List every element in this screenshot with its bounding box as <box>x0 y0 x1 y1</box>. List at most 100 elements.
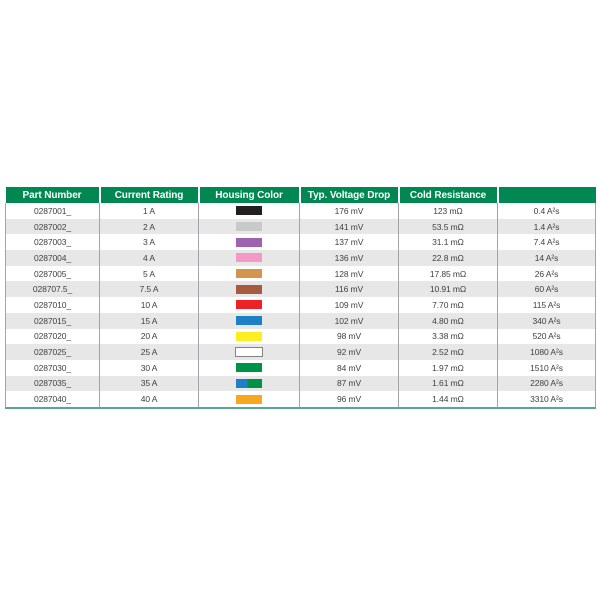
part-number-cell: 0287025_ <box>5 344 100 360</box>
cold-resistance-cell: 10.91 mΩ <box>398 281 498 298</box>
cold-resistance-cell: 7.70 mΩ <box>398 297 498 313</box>
housing-color-swatch <box>236 394 262 404</box>
column-header-i2t: I²t <box>496 187 596 203</box>
i2t-cell: 0.4 A²s <box>497 203 596 219</box>
i2t-cell: 7.4 A²s <box>497 234 596 251</box>
current-rating-cell: 3 A <box>99 234 199 251</box>
current-rating-cell: 40 A <box>99 391 199 409</box>
table-row: 028707.5_ 7.5 A 116 mV 10.91 mΩ 60 A²s <box>5 281 596 298</box>
housing-color-swatch <box>236 378 262 388</box>
cold-resistance-cell: 3.38 mΩ <box>398 328 498 345</box>
voltage-drop-cell: 141 mV <box>299 218 399 235</box>
fuse-spec-table-container: Part Number Current Rating Housing Color… <box>5 187 596 409</box>
voltage-drop-cell: 98 mV <box>299 328 399 345</box>
table-header: Part Number Current Rating Housing Color… <box>5 187 596 203</box>
cold-resistance-cell: 4.80 mΩ <box>398 312 498 329</box>
cold-resistance-cell: 53.5 mΩ <box>398 218 498 235</box>
column-header-part-number: Part Number <box>5 187 100 203</box>
voltage-drop-cell: 102 mV <box>299 312 399 329</box>
table-row: 0287003_ 3 A 137 mV 31.1 mΩ 7.4 A²s <box>5 234 596 251</box>
i2t-cell: 115 A²s <box>497 297 596 313</box>
housing-color-swatch <box>236 284 262 294</box>
column-header-current-rating: Current Rating <box>98 187 199 203</box>
i2t-cell: 3310 A²s <box>497 391 596 409</box>
housing-color-swatch <box>236 300 262 310</box>
table-row: 0287010_ 10 A 109 mV 7.70 mΩ 115 A²s <box>5 297 596 313</box>
current-rating-cell: 15 A <box>99 312 199 329</box>
cold-resistance-cell: 1.44 mΩ <box>398 391 498 409</box>
housing-color-cell <box>198 344 300 360</box>
housing-color-swatch <box>236 222 262 232</box>
part-number-cell: 0287035_ <box>5 375 100 392</box>
housing-color-cell <box>198 250 300 266</box>
part-number-cell: 0287010_ <box>5 297 100 313</box>
housing-color-cell <box>198 203 300 219</box>
voltage-drop-cell: 137 mV <box>299 234 399 251</box>
cold-resistance-cell: 1.61 mΩ <box>398 375 498 392</box>
i2t-cell: 340 A²s <box>497 312 596 329</box>
housing-color-swatch <box>236 269 262 279</box>
current-rating-cell: 20 A <box>99 328 199 345</box>
current-rating-cell: 4 A <box>99 250 199 266</box>
current-rating-cell: 2 A <box>99 218 199 235</box>
current-rating-cell: 7.5 A <box>99 281 199 298</box>
i2t-cell: 1080 A²s <box>497 344 596 360</box>
voltage-drop-cell: 84 mV <box>299 359 399 376</box>
housing-color-cell <box>198 359 300 376</box>
fuse-spec-table: Part Number Current Rating Housing Color… <box>5 187 596 409</box>
voltage-drop-cell: 96 mV <box>299 391 399 409</box>
part-number-cell: 0287030_ <box>5 359 100 376</box>
cold-resistance-cell: 1.97 mΩ <box>398 359 498 376</box>
i2t-cell: 1510 A²s <box>497 359 596 376</box>
i2t-cell: 2280 A²s <box>497 375 596 392</box>
i2t-cell: 60 A²s <box>497 281 596 298</box>
table-row: 0287002_ 2 A 141 mV 53.5 mΩ 1.4 A²s <box>5 218 596 235</box>
cold-resistance-cell: 2.52 mΩ <box>398 344 498 360</box>
part-number-cell: 0287002_ <box>5 218 100 235</box>
table-row: 0287004_ 4 A 136 mV 22.8 mΩ 14 A²s <box>5 250 596 266</box>
table-row: 0287030_ 30 A 84 mV 1.97 mΩ 1510 A²s <box>5 359 596 376</box>
table-row: 0287025_ 25 A 92 mV 2.52 mΩ 1080 A²s <box>5 344 596 360</box>
table-row: 0287001_ 1 A 176 mV 123 mΩ 0.4 A²s <box>5 203 596 219</box>
part-number-cell: 0287015_ <box>5 312 100 329</box>
housing-color-cell <box>198 218 300 235</box>
housing-color-cell <box>198 265 300 282</box>
table-row: 0287035_ 35 A 87 mV 1.61 mΩ 2280 A²s <box>5 375 596 392</box>
part-number-cell: 0287003_ <box>5 234 100 251</box>
housing-color-swatch <box>236 206 262 216</box>
housing-color-swatch <box>236 237 262 247</box>
current-rating-cell: 1 A <box>99 203 199 219</box>
i2t-header-label: I²t <box>500 187 596 193</box>
voltage-drop-cell: 109 mV <box>299 297 399 313</box>
housing-color-swatch <box>236 363 262 373</box>
table-row: 0287005_ 5 A 128 mV 17.85 mΩ 26 A²s <box>5 265 596 282</box>
part-number-cell: 0287004_ <box>5 250 100 266</box>
housing-color-swatch <box>235 347 263 358</box>
table-row: 0287020_ 20 A 98 mV 3.38 mΩ 520 A²s <box>5 328 596 345</box>
housing-color-cell <box>198 297 300 313</box>
housing-color-cell <box>198 391 300 409</box>
housing-color-swatch <box>236 316 262 326</box>
voltage-drop-cell: 116 mV <box>299 281 399 298</box>
voltage-drop-cell: 128 mV <box>299 265 399 282</box>
i2t-cell: 14 A²s <box>497 250 596 266</box>
voltage-drop-cell: 136 mV <box>299 250 399 266</box>
column-header-housing-color: Housing Color <box>197 187 300 203</box>
housing-color-cell <box>198 312 300 329</box>
housing-color-cell <box>198 328 300 345</box>
voltage-drop-cell: 176 mV <box>299 203 399 219</box>
i2t-cell: 520 A²s <box>497 328 596 345</box>
table-header-row: Part Number Current Rating Housing Color… <box>5 187 596 203</box>
table-row: 0287040_ 40 A 96 mV 1.44 mΩ 3310 A²s <box>5 391 596 409</box>
current-rating-cell: 35 A <box>99 375 199 392</box>
cold-resistance-cell: 123 mΩ <box>398 203 498 219</box>
current-rating-cell: 25 A <box>99 344 199 360</box>
part-number-cell: 0287001_ <box>5 203 100 219</box>
table-body: 0287001_ 1 A 176 mV 123 mΩ 0.4 A²s 02870… <box>5 203 596 409</box>
cold-resistance-cell: 31.1 mΩ <box>398 234 498 251</box>
voltage-drop-cell: 92 mV <box>299 344 399 360</box>
housing-color-swatch <box>236 331 262 341</box>
current-rating-cell: 10 A <box>99 297 199 313</box>
i2t-cell: 26 A²s <box>497 265 596 282</box>
part-number-cell: 0287005_ <box>5 265 100 282</box>
